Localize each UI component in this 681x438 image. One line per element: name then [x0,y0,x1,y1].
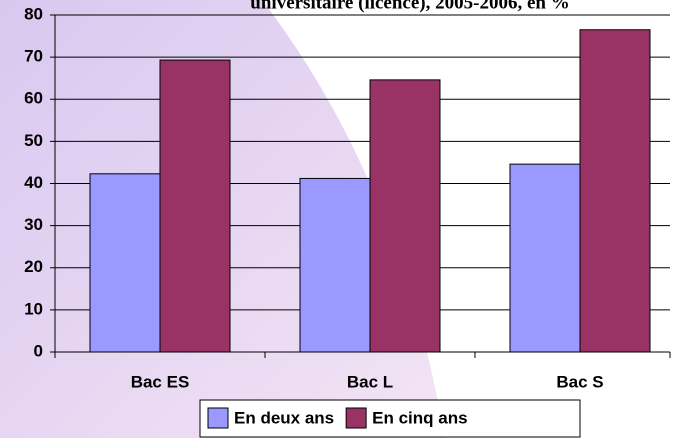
legend-label: En deux ans [234,408,334,427]
chart-title: universitaire (licence), 2005-2006, en % [250,0,569,13]
y-tick-label: 40 [24,173,43,192]
bar [299,177,371,353]
legend-swatch [207,407,229,429]
x-tick-label: Bac S [556,372,603,391]
x-tick-label: Bac ES [131,372,190,391]
legend-swatch [345,407,367,429]
legend: En deux ans En cinq ans [199,399,581,438]
bar [89,173,161,353]
y-tick-label: 0 [34,341,43,360]
legend-box [199,399,581,438]
legend-label: En cinq ans [372,408,467,427]
y-tick-label: 60 [24,89,43,108]
y-tick-label: 50 [24,131,43,150]
bar [159,59,231,353]
bar [369,79,441,353]
y-tick-label: 80 [24,4,43,23]
bar [509,163,581,353]
bar [579,29,651,353]
y-tick-label: 20 [24,257,43,276]
y-tick-label: 70 [24,47,43,66]
y-tick-label: 30 [24,215,43,234]
y-tick-label: 10 [24,299,43,318]
x-tick-label: Bac L [347,372,393,391]
